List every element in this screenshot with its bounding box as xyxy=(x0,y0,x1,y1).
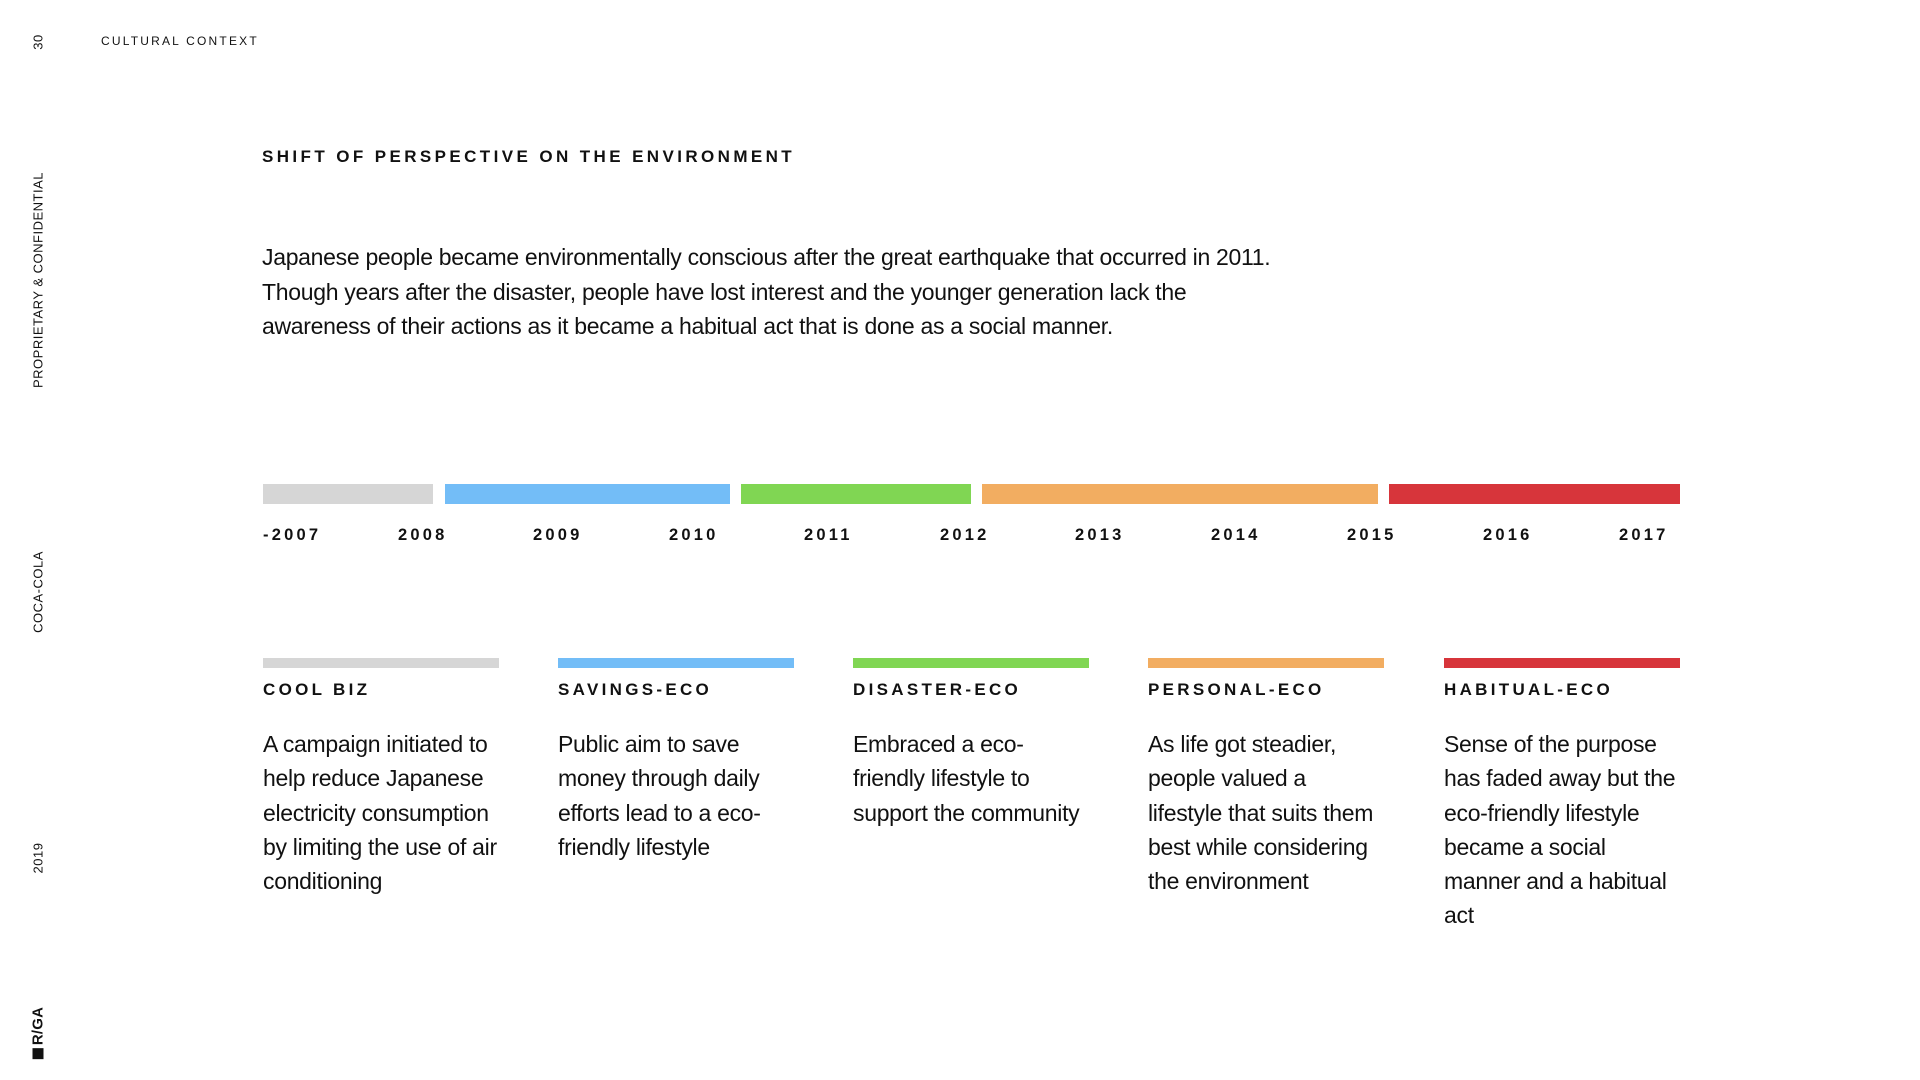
timeline-year: 2016 xyxy=(1483,526,1533,544)
timeline-year: -2007 xyxy=(263,526,322,544)
phase-description: A campaign initiated to help reduce Japa… xyxy=(263,731,497,895)
section-label: CULTURAL CONTEXT xyxy=(101,34,259,48)
phase-description: Sense of the purpose has faded away but … xyxy=(1444,731,1676,929)
phase-column-habitual-eco: HABITUAL-ECO Sense of the purpose has fa… xyxy=(1444,658,1680,933)
phase-color-bar xyxy=(558,658,794,668)
phase-description: As life got steadier, people valued a li… xyxy=(1148,731,1374,895)
timeline-year: 2012 xyxy=(940,526,990,544)
phase-title: COOL BIZ xyxy=(263,680,371,699)
timeline-year: 2008 xyxy=(398,526,448,544)
phase-column-disaster-eco: DISASTER-ECO Embraced a eco-friendly lif… xyxy=(853,658,1089,830)
phase-color-bar xyxy=(1148,658,1384,668)
phase-color-bar xyxy=(1444,658,1680,668)
timeline-year: 2010 xyxy=(669,526,719,544)
phase-title: SAVINGS-ECO xyxy=(558,680,713,699)
timeline-year: 2014 xyxy=(1211,526,1261,544)
phase-title: HABITUAL-ECO xyxy=(1444,680,1613,699)
phase-description: Embraced a eco-friendly lifestyle to sup… xyxy=(853,731,1080,826)
phase-color-bar xyxy=(263,658,499,668)
confidential-label: PROPRIETARY & CONFIDENTIAL xyxy=(30,172,46,388)
timeline-bar-personal-eco xyxy=(982,484,1378,504)
logo-square-icon xyxy=(32,1048,44,1060)
timeline-year: 2017 xyxy=(1619,526,1669,544)
timeline-bar-savings-eco xyxy=(445,484,730,504)
page-title: SHIFT OF PERSPECTIVE ON THE ENVIRONMENT xyxy=(262,147,796,166)
phase-column-cool-biz: COOL BIZ A campaign initiated to help re… xyxy=(263,658,499,898)
timeline-bar-cool-biz xyxy=(263,484,433,504)
page-number: 30 xyxy=(30,34,46,50)
phase-color-bar xyxy=(853,658,1089,668)
timeline-year: 2015 xyxy=(1347,526,1397,544)
phase-title: PERSONAL-ECO xyxy=(1148,680,1325,699)
client-label: COCA-COLA xyxy=(30,551,46,633)
timeline-bar-disaster-eco xyxy=(741,484,971,504)
phase-column-personal-eco: PERSONAL-ECO As life got steadier, peopl… xyxy=(1148,658,1384,898)
timeline-year: 2011 xyxy=(804,526,853,544)
rga-logo: R/GA xyxy=(29,1006,47,1060)
phase-title: DISASTER-ECO xyxy=(853,680,1022,699)
timeline-bar-habitual-eco xyxy=(1389,484,1680,504)
timeline-year: 2013 xyxy=(1075,526,1125,544)
timeline-year: 2009 xyxy=(533,526,583,544)
logo-text: R/GA xyxy=(29,1006,47,1046)
year-label: 2019 xyxy=(30,842,46,874)
phase-column-savings-eco: SAVINGS-ECO Public aim to save money thr… xyxy=(558,658,794,864)
intro-paragraph: Japanese people became environmentally c… xyxy=(262,244,1271,339)
phase-description: Public aim to save money through daily e… xyxy=(558,731,761,860)
